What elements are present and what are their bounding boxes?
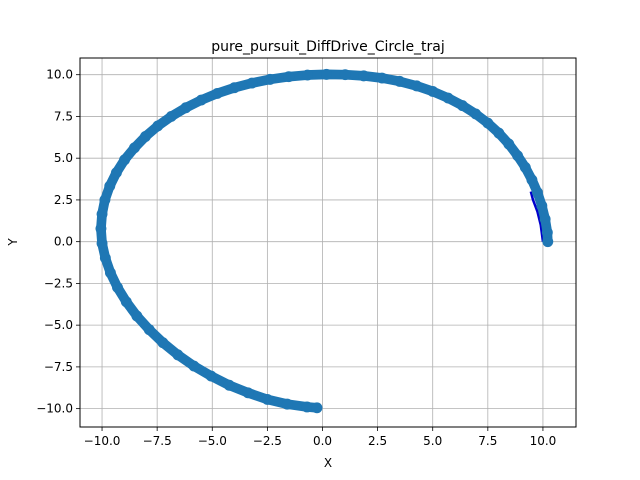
trajectory-point <box>541 227 553 238</box>
trajectory-point <box>242 387 254 399</box>
trajectory-point <box>526 174 538 186</box>
trajectory-point <box>99 252 111 264</box>
y-tick-label: 7.5 <box>54 109 73 123</box>
trajectory-point <box>95 223 107 235</box>
trajectory-point <box>99 194 111 206</box>
y-tick-label: 2.5 <box>54 193 73 207</box>
trajectory-line <box>96 69 553 413</box>
trajectory-point <box>143 324 155 336</box>
trajectory-point <box>180 102 192 114</box>
trajectory-point <box>503 138 515 150</box>
x-tick-label: −10.0 <box>84 434 121 448</box>
trajectory-point <box>228 82 240 94</box>
x-tick-label: −7.5 <box>143 434 172 448</box>
trajectory-point <box>223 379 235 391</box>
trajectory-point <box>358 70 370 82</box>
trajectory-point <box>301 401 313 413</box>
trajectory-point <box>539 213 551 225</box>
trajectory-point <box>96 208 108 220</box>
trajectory-point <box>376 72 388 84</box>
x-tick-label: 2.5 <box>368 434 387 448</box>
trajectory-point <box>283 71 295 83</box>
trajectory-point <box>302 69 313 81</box>
trajectory-point <box>211 87 223 99</box>
trajectory-point <box>542 236 554 248</box>
trajectory-point <box>264 73 276 85</box>
trajectory-point <box>246 77 258 89</box>
plot-area <box>95 68 554 414</box>
trajectory-point <box>427 85 439 97</box>
trajectory-point <box>394 75 406 87</box>
trajectory-point <box>519 161 531 173</box>
x-tick-label: −2.5 <box>253 434 282 448</box>
trajectory-point <box>104 267 116 279</box>
chart-title: pure_pursuit_DiffDrive_Circle_traj <box>211 39 445 55</box>
x-tick-label: 0.0 <box>313 434 332 448</box>
y-tick-label: −7.5 <box>44 360 73 374</box>
trajectory-point <box>442 92 454 104</box>
trajectory-point <box>140 131 151 142</box>
x-tick-label: −5.0 <box>198 434 227 448</box>
y-tick-label: −10.0 <box>36 402 73 416</box>
trajectory-point <box>470 108 482 120</box>
trajectory-point <box>131 310 143 322</box>
trajectory-point <box>112 281 123 293</box>
y-tick-label: 5.0 <box>54 151 73 165</box>
x-axis: −10.0 −7.5 −5.0 −2.5 0.0 2.5 5.0 7.5 10.0 <box>84 427 557 448</box>
trajectory-point <box>411 80 423 92</box>
trajectory-point <box>457 100 468 112</box>
trajectory-point <box>110 167 122 179</box>
trajectory-point <box>512 150 524 162</box>
trajectory-point <box>311 402 323 414</box>
trajectory-point <box>482 117 494 129</box>
trajectory-point <box>152 120 164 132</box>
y-tick-label: 10.0 <box>46 68 73 82</box>
y-axis: −10.0 −7.5 −5.0 −2.5 0.0 2.5 5.0 7.5 10.0 <box>36 68 80 416</box>
trajectory-point <box>205 370 217 382</box>
trajectory-point <box>261 394 273 405</box>
y-tick-label: 0.0 <box>54 235 73 249</box>
plot-frame <box>79 57 577 428</box>
x-tick-label: 5.0 <box>423 434 442 448</box>
y-tick-label: −5.0 <box>44 318 73 332</box>
trajectory-point <box>195 94 207 106</box>
trajectory-point <box>104 180 116 192</box>
trajectory-point <box>531 186 543 198</box>
trajectory-point <box>172 349 184 361</box>
trajectory-point <box>493 127 505 139</box>
trajectory-point <box>165 110 177 122</box>
y-axis-label: Y <box>6 238 20 247</box>
trajectory-point <box>339 69 351 81</box>
trajectory-point <box>119 154 130 166</box>
trajectory-point <box>188 360 200 372</box>
trajectory-point <box>96 237 108 249</box>
reference-path <box>529 191 545 242</box>
trajectory-point <box>129 142 140 154</box>
x-tick-label: 10.0 <box>530 434 557 448</box>
trajectory-point <box>321 68 332 80</box>
trajectory-point <box>157 337 169 349</box>
grid <box>80 58 576 427</box>
trajectory-point <box>536 200 548 212</box>
trajectory-point <box>120 296 132 308</box>
y-tick-label: −2.5 <box>44 276 73 290</box>
x-tick-label: 7.5 <box>478 434 497 448</box>
trajectory-point <box>281 398 293 410</box>
x-axis-label: X <box>324 456 332 470</box>
